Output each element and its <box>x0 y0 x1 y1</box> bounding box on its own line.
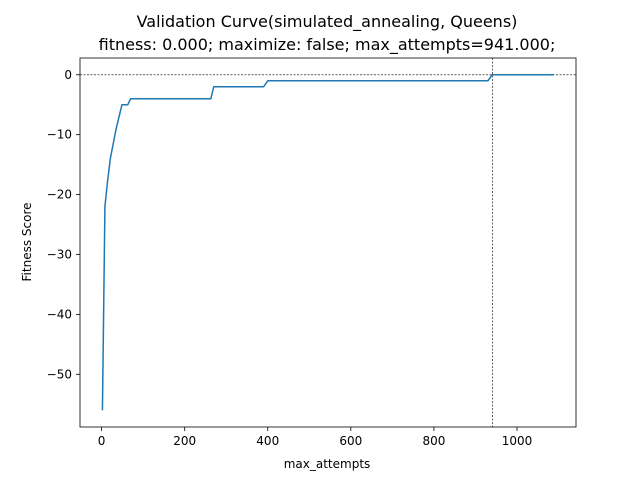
x-tick-label: 400 <box>256 434 279 448</box>
chart-title-line1: Validation Curve(simulated_annealing, Qu… <box>137 12 518 32</box>
y-axis-ticks: 0 −10 −20 −30 −40 −50 <box>47 68 80 381</box>
y-tick-label: −50 <box>47 367 72 381</box>
plot-area <box>79 57 577 428</box>
y-tick-label: −10 <box>47 128 72 142</box>
y-axis-label: Fitness Score <box>20 203 34 282</box>
axes-frame <box>79 57 577 428</box>
x-tick-label: 200 <box>173 434 196 448</box>
x-tick-label: 1000 <box>502 434 533 448</box>
x-tick-label: 600 <box>339 434 362 448</box>
fitness-series-line <box>101 74 554 411</box>
chart-title-line2: fitness: 0.000; maximize: false; max_att… <box>99 35 556 55</box>
x-tick-label: 0 <box>98 434 106 448</box>
x-axis-label: max_attempts <box>284 457 371 471</box>
x-axis-ticks: 0 200 400 600 800 1000 <box>98 427 533 448</box>
y-tick-label: −40 <box>47 307 72 321</box>
x-tick-label: 800 <box>422 434 445 448</box>
y-tick-label: −30 <box>47 247 72 261</box>
y-tick-label: −20 <box>47 188 72 202</box>
y-tick-label: 0 <box>64 68 72 82</box>
